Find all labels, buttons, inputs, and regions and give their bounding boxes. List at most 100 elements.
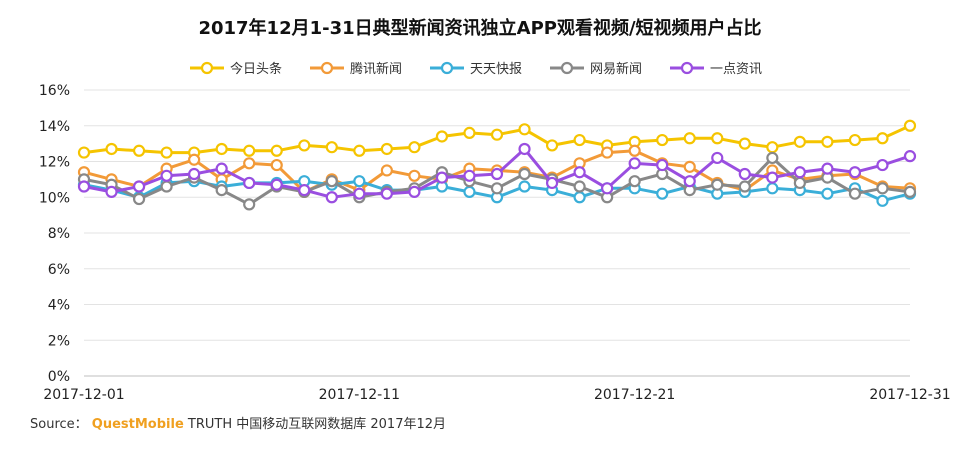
legend-item: 今日头条 <box>190 61 282 77</box>
data-point <box>738 137 751 150</box>
data-point <box>105 142 118 156</box>
data-point <box>215 184 228 197</box>
data-point <box>545 139 559 152</box>
data-point <box>793 135 806 148</box>
data-point <box>876 194 889 207</box>
data-point <box>876 182 889 195</box>
y-tick-label: 16% <box>39 83 70 99</box>
data-point <box>463 185 476 198</box>
y-axis: 0% 2% 4% 6% 8% 10% 12% 14% 16% <box>39 83 70 385</box>
data-point <box>188 167 201 181</box>
data-point <box>656 133 669 147</box>
data-point <box>573 166 586 179</box>
source-brand: QuestMobile <box>91 417 184 432</box>
data-point <box>711 132 724 145</box>
data-point <box>435 171 449 184</box>
y-tick-label: 6% <box>48 262 70 278</box>
data-point <box>463 126 476 139</box>
data-point <box>711 178 724 191</box>
legend-marker <box>320 61 334 75</box>
data-point <box>298 184 311 197</box>
legend-label: 一点资讯 <box>710 62 762 77</box>
data-point <box>766 182 779 195</box>
legend-item: 网易新闻 <box>550 61 642 77</box>
data-point <box>876 132 889 145</box>
legend-label: 网易新闻 <box>590 61 642 77</box>
legend-marker <box>200 61 214 75</box>
data-point <box>380 142 393 156</box>
data-point <box>132 180 146 193</box>
x-axis: 2017-12-01 2017-12-11 2017-12-21 2017-12-31 <box>43 387 950 403</box>
data-point <box>766 141 779 154</box>
data-point <box>325 191 338 204</box>
data-point <box>518 180 531 193</box>
x-tick-label: 2017-12-11 <box>319 387 400 403</box>
legend-label: 天天快报 <box>470 62 522 77</box>
data-point <box>738 180 751 193</box>
data-point <box>848 166 862 179</box>
data-point <box>628 144 641 157</box>
data-point <box>490 182 504 195</box>
data-point <box>463 169 476 182</box>
chart-title: 2017年12月1-31日典型新闻资讯独立APP观看视频/短视频用户占比 <box>198 17 761 39</box>
data-point <box>380 164 393 177</box>
data-point <box>270 178 283 191</box>
data-point <box>160 169 173 182</box>
source-note: Source： QuestMobile TRUTH 中国移动互联网数据库 201… <box>30 413 446 432</box>
data-point <box>77 146 91 159</box>
data-point <box>380 187 393 200</box>
data-point <box>573 180 586 193</box>
data-point <box>656 187 669 200</box>
data-point <box>325 175 338 188</box>
source-label: Source： <box>30 417 88 432</box>
data-point <box>325 141 338 154</box>
data-point <box>243 198 256 211</box>
data-point <box>876 158 889 172</box>
data-point <box>243 144 256 157</box>
data-point <box>601 146 614 159</box>
series-一点资讯 <box>77 142 917 204</box>
data-point <box>821 162 834 175</box>
data-point <box>711 151 724 165</box>
y-tick-label: 4% <box>48 298 70 314</box>
data-point <box>573 191 586 204</box>
y-tick-label: 12% <box>39 155 70 171</box>
data-point <box>243 176 256 190</box>
chart-legend: 今日头条 腾讯新闻 天天快报 网易新闻 一点资讯 <box>190 61 762 77</box>
x-tick-label: 2017-12-21 <box>594 387 675 403</box>
data-point <box>270 158 283 172</box>
legend-item: 腾讯新闻 <box>310 61 402 77</box>
data-point <box>848 133 862 147</box>
data-point <box>77 180 91 193</box>
y-tick-label: 0% <box>48 369 70 385</box>
data-point <box>628 157 641 170</box>
data-point <box>518 142 531 156</box>
data-point <box>793 176 806 190</box>
data-point <box>903 185 917 198</box>
data-point <box>601 182 614 195</box>
data-point <box>490 128 504 141</box>
data-point <box>766 151 779 165</box>
data-point <box>408 141 421 154</box>
chart-grid <box>84 89 910 377</box>
data-point <box>903 119 917 132</box>
source-text: TRUTH 中国移动互联网数据库 2017年12月 <box>187 417 447 432</box>
data-point <box>105 185 118 198</box>
legend-item: 天天快报 <box>430 61 522 77</box>
series-layer <box>77 119 917 211</box>
data-point <box>270 144 283 157</box>
legend-marker <box>560 61 574 75</box>
data-point <box>160 146 173 159</box>
data-point <box>298 139 311 152</box>
data-point <box>353 144 366 157</box>
y-tick-label: 10% <box>39 190 70 206</box>
data-point <box>683 132 696 145</box>
data-point <box>353 187 366 200</box>
data-point <box>188 153 201 166</box>
data-point <box>435 130 449 143</box>
data-point <box>683 160 696 173</box>
data-point <box>848 187 862 200</box>
series-今日头条 <box>77 119 917 159</box>
data-point <box>821 135 834 148</box>
